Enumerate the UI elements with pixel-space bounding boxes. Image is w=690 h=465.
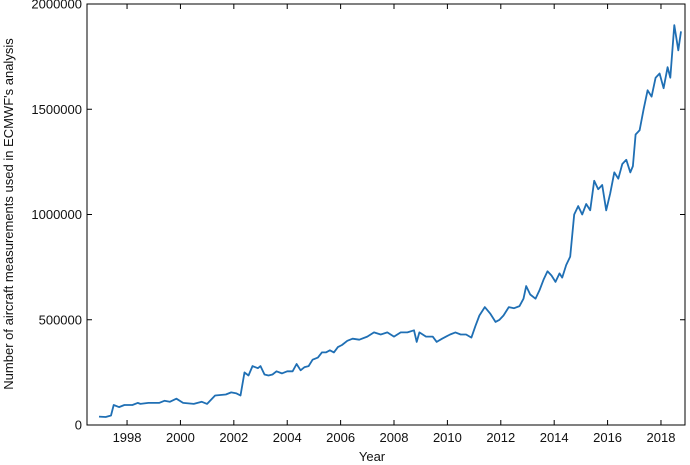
y-tick-label: 0 <box>75 418 82 433</box>
x-axis: 1998 2000 2002 2004 2006 2008 2010 2012 2014 2016… <box>113 4 676 445</box>
plot-frame <box>86 3 686 426</box>
x-tick-label: 2002 <box>219 430 248 445</box>
x-tick-label: 2008 <box>380 430 409 445</box>
x-tick-label: 2016 <box>593 430 622 445</box>
y-axis: 0 500000 1000000 1500000 2000000 <box>31 0 685 433</box>
x-tick-label: 2018 <box>647 430 676 445</box>
x-tick-label: 2012 <box>486 430 515 445</box>
x-tick-label: 1998 <box>113 430 142 445</box>
y-tick-label: 1500000 <box>31 102 82 117</box>
y-tick-label: 500000 <box>39 312 82 327</box>
series-line <box>98 24 682 418</box>
x-axis-title: Year <box>359 449 386 464</box>
x-tick-label: 2006 <box>326 430 355 445</box>
x-tick-label: 2004 <box>273 430 302 445</box>
x-tick-label: 2010 <box>433 430 462 445</box>
x-tick-label: 2000 <box>166 430 195 445</box>
x-tick-label: 2014 <box>540 430 569 445</box>
y-tick-label: 2000000 <box>31 0 82 12</box>
y-axis-title: Number of aircraft measurements used in … <box>1 38 16 390</box>
y-tick-label: 1000000 <box>31 207 82 222</box>
